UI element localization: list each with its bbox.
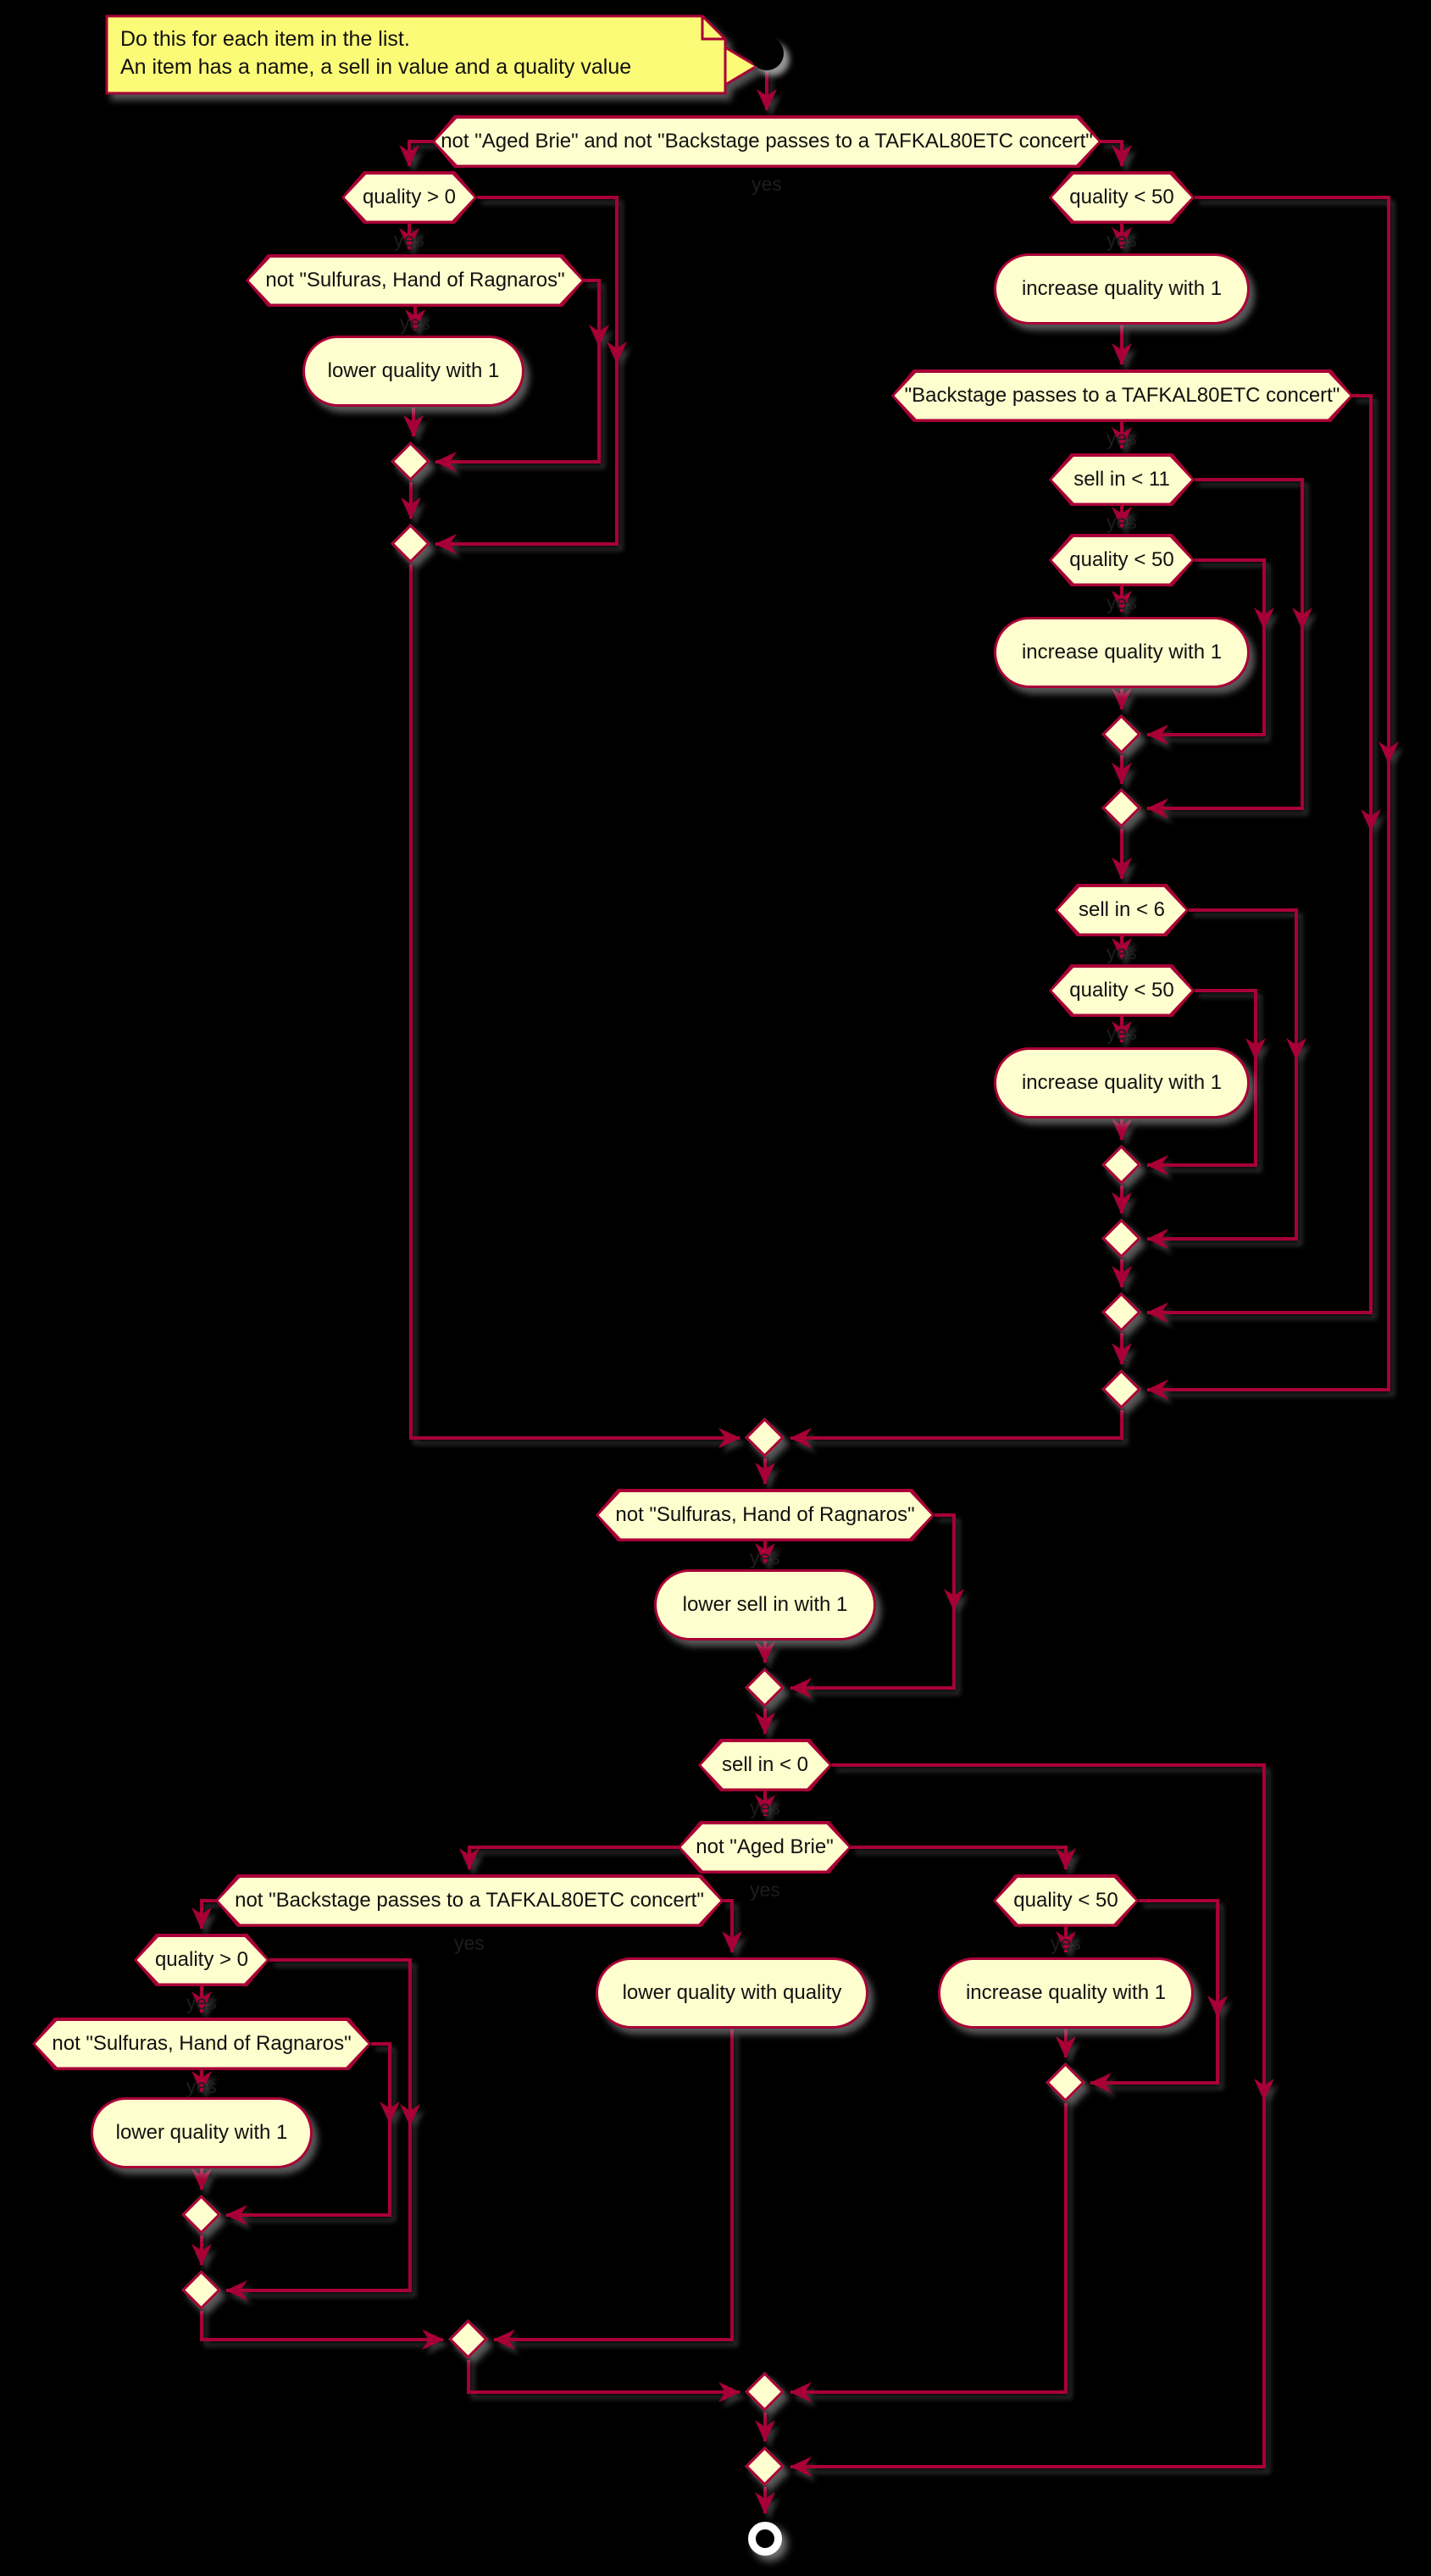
branch-label-yes: yes — [752, 173, 782, 195]
condition-not-sulfuras-top: not "Sulfuras, Hand of Ragnaros" — [246, 254, 585, 307]
branch-label-yes: yes — [186, 1991, 217, 2013]
branch-label-yes: yes — [750, 1546, 780, 1568]
activity-lower-quality-with-quality: lower quality with quality — [596, 1957, 868, 2029]
merge-diamond — [1101, 1145, 1142, 1185]
merge-diamond — [1101, 788, 1142, 829]
note-line-2: An item has a name, a sell in value and … — [120, 55, 632, 79]
note-text: Do this for each item in the list. An it… — [120, 25, 631, 81]
condition-backstage-passes: "Backstage passes to a TAFKAL80ETC conce… — [891, 369, 1353, 422]
condition-quality-lt-50-d: quality < 50 — [993, 1874, 1139, 1927]
condition-quality-lt-50-c: quality < 50 — [1049, 964, 1195, 1017]
note-pointer — [724, 45, 759, 87]
branch-label-yes: yes — [1107, 591, 1137, 613]
condition-sellin-lt-6: sell in < 6 — [1055, 884, 1189, 936]
branch-label-yes: yes — [1107, 229, 1137, 251]
activity-lower-sellin-with-1: lower sell in with 1 — [654, 1569, 876, 1641]
condition-sellin-lt-11: sell in < 11 — [1049, 453, 1195, 506]
merge-diamond — [181, 2195, 222, 2235]
activity-increase-quality-d: increase quality with 1 — [938, 1957, 1194, 2029]
activity-increase-quality-c: increase quality with 1 — [994, 1047, 1250, 1119]
condition-sellin-lt-0: sell in < 0 — [698, 1739, 832, 1791]
merge-diamond — [745, 1418, 785, 1458]
branch-label-yes: yes — [1051, 1932, 1081, 1954]
merge-diamond — [1101, 1369, 1142, 1410]
merge-diamond — [391, 524, 431, 564]
branch-label-yes: yes — [1107, 941, 1137, 963]
merge-diamond — [745, 2446, 785, 2487]
merge-diamond — [181, 2270, 222, 2311]
note-line-1: Do this for each item in the list. — [120, 27, 410, 51]
flow-arrows — [191, 71, 1399, 2514]
condition-quality-lt-50-b: quality < 50 — [1049, 534, 1195, 586]
branch-label-yes: yes — [186, 2075, 217, 2097]
branch-label-yes: yes — [1107, 427, 1137, 449]
merge-diamond — [391, 441, 431, 482]
branch-label-yes: yes — [454, 1932, 485, 1954]
merge-diamond — [448, 2319, 489, 2360]
start-node — [750, 36, 784, 70]
condition-not-sulfuras-mid: not "Sulfuras, Hand of Ragnaros" — [596, 1489, 935, 1541]
branch-label-yes: yes — [750, 1796, 780, 1818]
merge-diamond — [1101, 1292, 1142, 1333]
condition-quality-lt-50-a: quality < 50 — [1049, 171, 1195, 224]
activity-increase-quality-a: increase quality with 1 — [994, 253, 1250, 325]
branch-label-yes: yes — [400, 312, 430, 334]
condition-quality-gt-0-top: quality > 0 — [341, 171, 477, 224]
merge-diamond — [1046, 2062, 1086, 2103]
end-node — [748, 2522, 782, 2556]
condition-not-aged-brie: not "Aged Brie" — [678, 1821, 851, 1874]
branch-label-yes: yes — [1107, 511, 1137, 533]
merge-diamond — [1101, 714, 1142, 755]
activity-lower-quality-with-1-top: lower quality with 1 — [302, 336, 524, 407]
activity-increase-quality-b: increase quality with 1 — [994, 617, 1250, 688]
branch-label-yes: yes — [1107, 1022, 1137, 1044]
branch-label-yes: yes — [750, 1879, 780, 1901]
merge-diamond — [745, 1668, 785, 1708]
condition-not-backstage-bottom: not "Backstage passes to a TAFKAL80ETC c… — [215, 1874, 724, 1927]
activity-lower-quality-with-1-bottom: lower quality with 1 — [91, 2097, 313, 2168]
merge-diamond — [745, 2372, 785, 2412]
note-shape — [105, 14, 759, 95]
condition-quality-gt-0-bottom: quality > 0 — [134, 1934, 269, 1986]
condition-not-agedbrie-and-not-backstage: not "Aged Brie" and not "Backstage passe… — [432, 115, 1101, 168]
condition-not-sulfuras-bottom: not "Sulfuras, Hand of Ragnaros" — [32, 2018, 371, 2070]
merge-diamond — [1101, 1219, 1142, 1259]
branch-label-yes: yes — [394, 229, 424, 251]
